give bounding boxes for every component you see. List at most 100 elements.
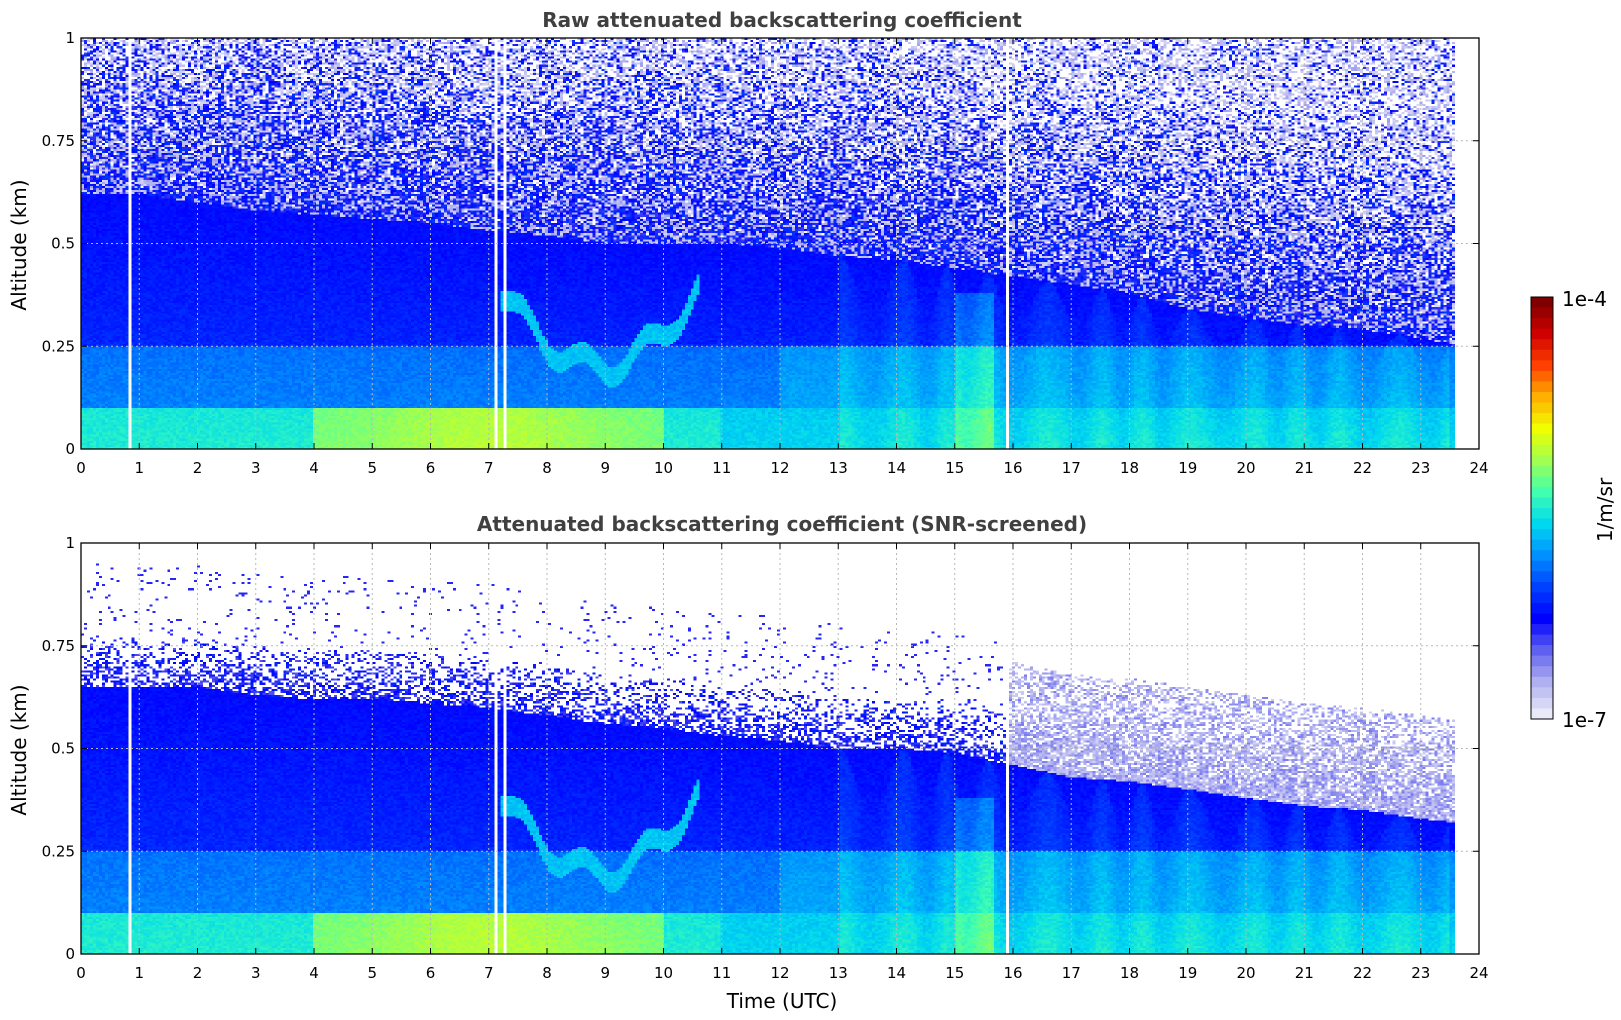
bottom-panel: 0 1 2 3 4 5 6 7 8 9 10 11 12 13 14 15 16 17 18 19 20 21 22 23 24… [42, 534, 1489, 982]
xtick-label-1-1: 1 [134, 964, 144, 982]
colorbar-step-6 [1531, 360, 1553, 372]
colorbar-step-1 [1531, 307, 1553, 319]
colorbar-min-label: 1e-7 [1562, 708, 1607, 732]
top-panel-title: Raw attenuated backscattering coefficien… [542, 8, 1022, 32]
xtick-label-0-12: 12 [770, 459, 789, 477]
xtick-label-0-7: 7 [484, 459, 494, 477]
xtick-label-0-20: 20 [1236, 459, 1255, 477]
xtick-label-0-16: 16 [1003, 459, 1022, 477]
ytick-label-0-2: 0.5 [51, 235, 75, 253]
xtick-label-1-14: 14 [887, 964, 906, 982]
ytick-label-0-0: 0 [65, 440, 75, 458]
xtick-label-0-8: 8 [542, 459, 552, 477]
colorbar-step-26 [1531, 571, 1553, 583]
xtick-label-0-23: 23 [1411, 459, 1430, 477]
colorbar-step-3 [1531, 328, 1553, 340]
xtick-label-1-11: 11 [712, 964, 731, 982]
xtick-label-1-8: 8 [542, 964, 552, 982]
colorbar [1530, 296, 1554, 720]
xtick-label-1-7: 7 [484, 964, 494, 982]
colorbar-step-29 [1531, 602, 1553, 615]
colorbar-step-0 [1531, 297, 1553, 309]
xtick-label-1-20: 20 [1236, 964, 1255, 982]
bottom-panel-xlabel: Time (UTC) [726, 989, 838, 1013]
xtick-label-0-15: 15 [945, 459, 964, 477]
colorbar-step-34 [1531, 655, 1553, 667]
xtick-label-0-13: 13 [829, 459, 848, 477]
ytick-label-1-3: 0.75 [42, 637, 75, 655]
colorbar-step-38 [1531, 697, 1553, 710]
xtick-label-0-17: 17 [1062, 459, 1081, 477]
colorbar-step-11 [1531, 413, 1553, 425]
xtick-label-1-10: 10 [654, 964, 673, 982]
xtick-label-0-4: 4 [309, 459, 319, 477]
colorbar-step-20 [1531, 508, 1553, 520]
colorbar-step-35 [1531, 666, 1553, 678]
colorbar-step-7 [1531, 370, 1553, 382]
bottom-panel-ylabel: Altitude (km) [7, 684, 31, 815]
colorbar-step-4 [1531, 339, 1553, 351]
xtick-label-1-24: 24 [1469, 964, 1488, 982]
xtick-label-1-3: 3 [251, 964, 261, 982]
xtick-label-0-22: 22 [1353, 459, 1372, 477]
colorbar-unit-label: 1/m/sr [1593, 477, 1617, 542]
colorbar-step-32 [1531, 634, 1553, 646]
ytick-label-1-1: 0.25 [42, 842, 75, 860]
xtick-label-0-10: 10 [654, 459, 673, 477]
colorbar-step-21 [1531, 518, 1553, 530]
xtick-label-0-2: 2 [193, 459, 203, 477]
colorbar-step-33 [1531, 645, 1553, 657]
colorbar-step-18 [1531, 486, 1553, 499]
colorbar-step-30 [1531, 613, 1553, 625]
xtick-label-1-15: 15 [945, 964, 964, 982]
xtick-label-1-23: 23 [1411, 964, 1430, 982]
colorbar-step-23 [1531, 539, 1553, 551]
xtick-label-1-22: 22 [1353, 964, 1372, 982]
colorbar-step-5 [1531, 349, 1553, 361]
xtick-label-0-5: 5 [367, 459, 377, 477]
ytick-label-0-3: 0.75 [42, 132, 75, 150]
xtick-label-1-19: 19 [1178, 964, 1197, 982]
colorbar-step-17 [1531, 476, 1553, 488]
xtick-label-1-0: 0 [76, 964, 86, 982]
colorbar-step-27 [1531, 581, 1553, 593]
ytick-label-1-0: 0 [65, 945, 75, 963]
colorbar-step-2 [1531, 318, 1553, 330]
colorbar-step-15 [1531, 455, 1553, 467]
xtick-label-1-16: 16 [1003, 964, 1022, 982]
xtick-label-0-11: 11 [712, 459, 731, 477]
colorbar-step-31 [1531, 624, 1553, 636]
colorbar-step-37 [1531, 687, 1553, 699]
xtick-label-1-2: 2 [193, 964, 203, 982]
xtick-label-0-0: 0 [76, 459, 86, 477]
ytick-label-0-4: 1 [65, 29, 75, 47]
colorbar-step-8 [1531, 381, 1553, 393]
xtick-label-0-19: 19 [1178, 459, 1197, 477]
xtick-label-1-21: 21 [1295, 964, 1314, 982]
ytick-label-1-2: 0.5 [51, 740, 75, 758]
colorbar-step-10 [1531, 402, 1553, 414]
top-panel-ylabel: Altitude (km) [7, 179, 31, 310]
xtick-label-0-24: 24 [1469, 459, 1488, 477]
xtick-label-0-14: 14 [887, 459, 906, 477]
colorbar-step-12 [1531, 423, 1553, 435]
xtick-label-1-9: 9 [600, 964, 610, 982]
colorbar-step-25 [1531, 560, 1553, 572]
colorbar-step-28 [1531, 592, 1553, 604]
colorbar-step-36 [1531, 676, 1553, 688]
colorbar-step-39 [1531, 708, 1553, 720]
colorbar-step-22 [1531, 529, 1553, 541]
colorbar-step-14 [1531, 444, 1553, 456]
colorbar-step-13 [1531, 434, 1553, 446]
xtick-label-0-9: 9 [600, 459, 610, 477]
xtick-label-1-18: 18 [1120, 964, 1139, 982]
colorbar-step-16 [1531, 465, 1553, 477]
colorbar-step-9 [1531, 391, 1553, 404]
xtick-label-0-6: 6 [426, 459, 436, 477]
xtick-label-1-4: 4 [309, 964, 319, 982]
xtick-label-0-1: 1 [134, 459, 144, 477]
colorbar-frame [1530, 296, 1554, 720]
xtick-label-0-21: 21 [1295, 459, 1314, 477]
